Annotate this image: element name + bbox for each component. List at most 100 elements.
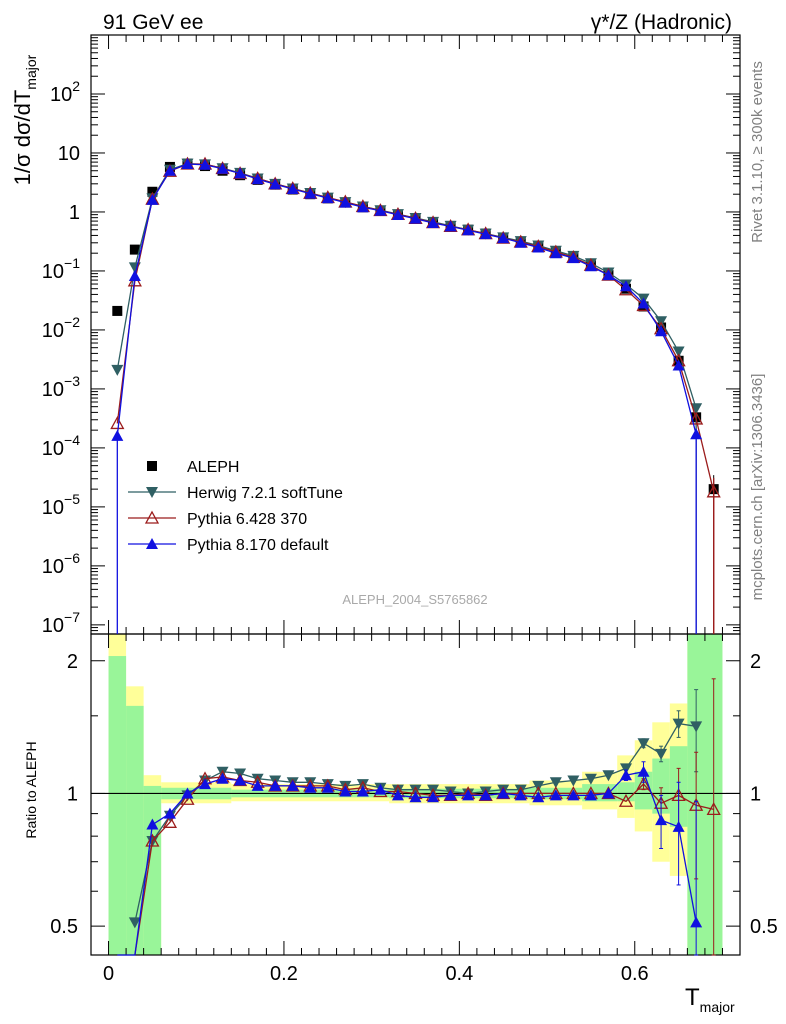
- uncertainty-band-bin: [687, 634, 723, 955]
- y-tick-label-exponent: −1: [64, 255, 80, 271]
- data-point: [374, 204, 387, 216]
- y-tick-label: 10−2: [42, 314, 80, 342]
- data-point: [321, 192, 334, 204]
- legend: ALEPH Herwig 7.2.1 softTune Pythia 6.428 3…: [128, 459, 343, 554]
- data-point: [146, 818, 159, 830]
- legend-item: Herwig 7.2.1 softTune: [128, 485, 343, 502]
- data-point: [655, 325, 668, 337]
- data-point: [602, 770, 615, 782]
- y-tick-label: 10−4: [42, 432, 80, 460]
- y-tick-label-exponent: −2: [64, 314, 80, 330]
- data-point: [129, 244, 140, 255]
- data-point: [146, 538, 158, 549]
- ratio-series-line: [117, 770, 697, 956]
- data-point: [128, 917, 141, 929]
- ratio-y-tick-label: 0.5: [50, 916, 78, 938]
- data-point: [479, 228, 492, 240]
- data-point: [111, 364, 124, 376]
- header-left-label: 91 GeV ee: [103, 11, 203, 34]
- data-point: [619, 280, 632, 292]
- data-point: [251, 173, 264, 185]
- data-point: [479, 789, 492, 801]
- data-point: [690, 721, 703, 733]
- data-point: [321, 781, 334, 793]
- data-point: [269, 178, 282, 190]
- ratio-y-tick-label-right: 0.5: [750, 916, 778, 938]
- data-point: [216, 772, 229, 784]
- data-point: [427, 216, 440, 228]
- data-point: [619, 763, 632, 775]
- uncertainty-band-bin: [126, 705, 144, 955]
- uncertainty-band-bin: [108, 656, 127, 955]
- data-point: [234, 774, 247, 786]
- data-point: [146, 487, 158, 498]
- data-point: [286, 183, 299, 195]
- data-point: [356, 785, 369, 797]
- x-axis-label-sub: major: [700, 999, 735, 1015]
- x-tick-label: 0.2: [270, 963, 298, 985]
- ratio-y-axis-label: Ratio to ALEPH: [23, 741, 39, 838]
- data-point: [567, 789, 580, 801]
- data-point: [514, 789, 527, 801]
- data-point: [690, 403, 703, 415]
- ratio-y-tick-label-right: 2: [750, 651, 761, 673]
- data-point: [706, 802, 721, 816]
- data-point: [356, 779, 369, 791]
- legend-item: Pythia 6.428 370: [128, 510, 307, 528]
- data-point: [128, 270, 141, 282]
- legend-item: ALEPH: [147, 459, 239, 476]
- x-axis-label: Tmajor: [685, 984, 735, 1015]
- main-y-axis-label-prefix: 1/σ dσ/dT: [10, 90, 35, 186]
- data-point: [462, 789, 475, 801]
- header-right-label: γ*/Z (Hadronic): [591, 11, 732, 34]
- mcplots-label: mcplots.cern.ch [arXiv:1306.3436]: [749, 374, 766, 601]
- data-point: [339, 196, 352, 208]
- x-tick-label: 0.4: [445, 963, 473, 985]
- data-point: [462, 224, 475, 236]
- data-point: [339, 785, 352, 797]
- y-tick-label-exponent: −3: [64, 373, 80, 389]
- y-tick-label: 10−1: [42, 255, 80, 283]
- legend-label: Pythia 6.428 370: [187, 511, 307, 528]
- rivet-version-label: Rivet 3.1.10, ≥ 300k events: [749, 61, 766, 243]
- data-point: [444, 789, 457, 801]
- data-point: [144, 510, 160, 524]
- main-y-axis-label-sub: major: [23, 54, 39, 89]
- data-point: [199, 158, 212, 170]
- y-tick-label: 10−7: [42, 609, 80, 637]
- ratio-series-line: [134, 722, 697, 923]
- data-point: [162, 814, 178, 828]
- series-line: [116, 162, 697, 409]
- ratio-y-tick-label: 2: [67, 651, 78, 673]
- legend-label: Pythia 8.170 default: [187, 537, 329, 554]
- data-point: [636, 776, 651, 790]
- ratio-series-line: [134, 776, 714, 956]
- data-point: [391, 208, 404, 220]
- data-point: [618, 793, 634, 807]
- x-axis-label-base: T: [685, 984, 700, 1011]
- uncertainty-band-bin: [634, 771, 653, 810]
- data-point: [672, 346, 685, 358]
- y-tick-label-base: 10: [42, 261, 64, 283]
- data-point: [356, 201, 369, 213]
- data-point: [304, 781, 317, 793]
- data-point: [234, 167, 247, 179]
- y-tick-label-exponent: −5: [64, 491, 80, 507]
- y-tick-label: 10−5: [42, 491, 80, 519]
- data-point: [163, 807, 176, 819]
- data-point: [251, 779, 264, 791]
- data-point: [444, 220, 457, 232]
- data-point: [181, 158, 194, 170]
- y-tick-label-exponent: 2: [72, 78, 80, 94]
- data-point: [672, 359, 685, 371]
- data-point: [251, 773, 264, 785]
- data-point: [199, 778, 212, 790]
- data-point: [549, 777, 562, 789]
- y-tick-label-base: 10: [58, 143, 80, 165]
- data-point: [147, 461, 157, 471]
- data-point: [112, 305, 123, 316]
- data-point: [409, 784, 422, 796]
- y-tick-label-base: 10: [42, 379, 64, 401]
- y-tick-label-exponent: −6: [64, 550, 80, 566]
